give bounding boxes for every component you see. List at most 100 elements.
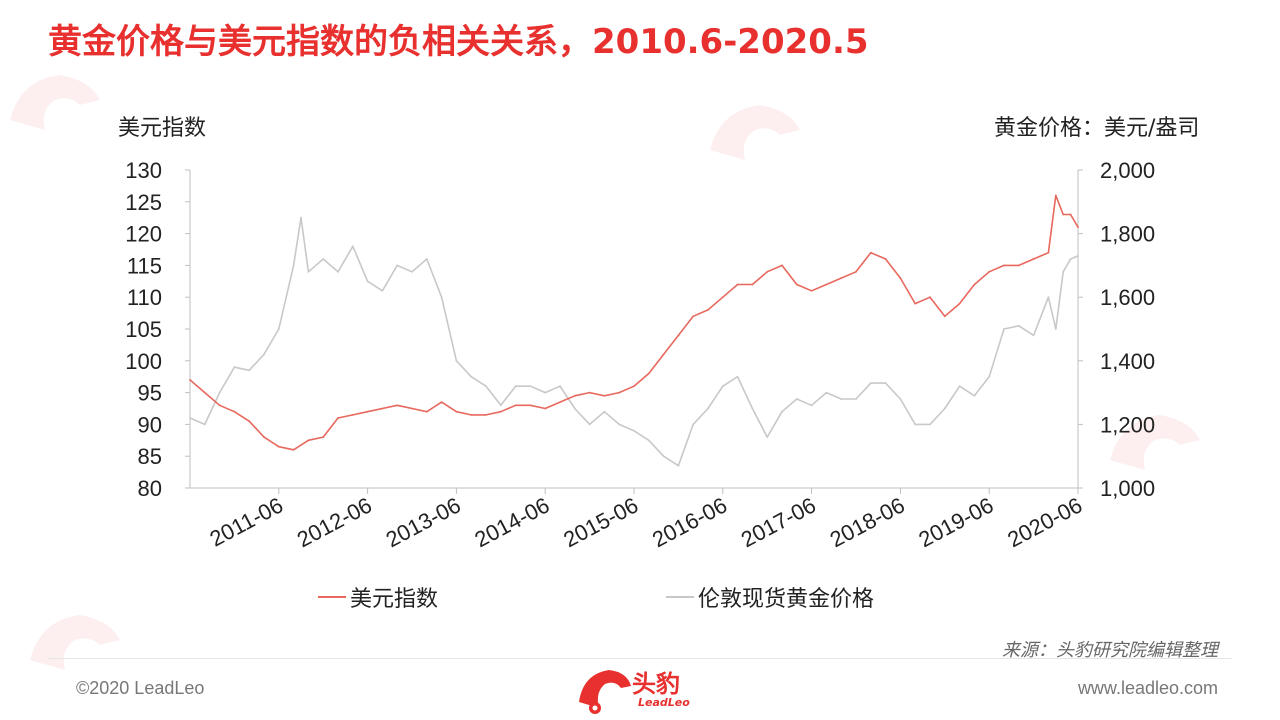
left-tick-label: 100 <box>125 349 162 374</box>
left-tick-label: 105 <box>125 317 162 342</box>
gold-price-point <box>203 423 206 426</box>
gold-price-point <box>277 328 280 330</box>
gold-price-point <box>366 280 369 283</box>
logo-text: 头豹 <box>632 670 680 698</box>
gold-price-point <box>514 385 517 388</box>
usd-index-point <box>988 270 991 273</box>
gold-price-point <box>396 264 399 267</box>
website-link[interactable]: www.leadleo.com <box>1077 678 1218 698</box>
gold-price-point <box>781 410 783 413</box>
gold-price-point <box>603 410 606 413</box>
gold-price-point <box>322 258 325 260</box>
legend-swatch-gold <box>666 596 694 598</box>
x-tick-label: 2015-06 <box>559 492 642 552</box>
gold-price-point <box>1017 324 1020 327</box>
usd-index-point <box>337 417 339 419</box>
usd-index-point <box>322 436 325 438</box>
gold-price-point <box>233 366 236 369</box>
gold-price-point <box>381 289 384 292</box>
logo-subtext: LeadLeo <box>638 696 690 709</box>
usd-index-point <box>810 289 813 292</box>
usd-index-point <box>633 385 635 388</box>
gold-price-point <box>189 417 191 419</box>
gold-price-point <box>736 375 739 378</box>
right-axis-title: 黄金价格：美元/盎司 <box>994 116 1200 141</box>
gold-price-point <box>751 407 754 410</box>
usd-index-point <box>1062 213 1065 216</box>
usd-index-point <box>721 296 724 299</box>
gold-price-point <box>559 385 561 388</box>
gold-price-point <box>633 429 635 432</box>
gold-price-point <box>855 398 857 400</box>
usd-index-point <box>1047 251 1050 254</box>
gold-price-point <box>529 385 532 388</box>
watermark-logo <box>20 600 130 694</box>
gold-price-point <box>248 369 251 372</box>
gold-price-point <box>425 258 428 260</box>
page-title: 黄金价格与美元指数的负相关关系，2010.6-2020.5 <box>48 22 869 62</box>
gold-price-point <box>307 270 310 273</box>
usd-index-point <box>662 353 665 356</box>
legend-item-usd: 美元指数 <box>318 580 438 614</box>
usd-index-point <box>795 283 798 286</box>
gold-price-point <box>840 398 843 400</box>
right-tick-label: 1,400 <box>1100 349 1155 374</box>
usd-index-point <box>736 283 739 286</box>
usd-index-line <box>189 194 1079 451</box>
left-tick-label: 90 <box>138 412 162 437</box>
x-tick-label: 2017-06 <box>737 492 820 552</box>
gold-price-point <box>914 423 917 426</box>
usd-index-point <box>425 410 428 413</box>
gold-price-point <box>810 404 813 407</box>
usd-index-point <box>647 372 650 375</box>
usd-index-point <box>751 283 754 286</box>
left-tick-label: 110 <box>127 285 162 310</box>
gold-price-point <box>292 264 295 267</box>
usd-index-point <box>573 394 576 397</box>
gold-price-point <box>1069 258 1072 260</box>
x-tick-label: 2020-06 <box>1003 492 1086 552</box>
usd-index-point <box>781 264 783 267</box>
usd-index-point <box>884 258 887 260</box>
usd-index-point <box>1017 264 1020 267</box>
usd-index-point <box>973 283 976 286</box>
gold-price-point <box>795 398 798 400</box>
gold-price-point <box>573 407 576 410</box>
usd-index-point <box>529 404 532 407</box>
usd-index-point <box>929 296 931 299</box>
usd-index-point <box>351 414 354 416</box>
left-tick-label: 125 <box>125 190 162 215</box>
gold-price-point <box>943 407 946 410</box>
usd-index-point <box>248 420 251 423</box>
gold-price-point <box>721 385 724 388</box>
chart: 130 125 120 115 110 105 100 95 90 85 80 2,000 1,800 1… <box>125 158 1155 552</box>
gold-price-point <box>677 464 680 467</box>
gold-price-point <box>1077 255 1079 257</box>
usd-index-point <box>544 407 547 410</box>
footer-divider <box>48 658 1232 659</box>
usd-index-point <box>1032 258 1035 260</box>
legend-label-gold: 伦敦现货黄金价格 <box>698 587 875 612</box>
usd-index-point <box>203 391 206 394</box>
x-tick-label: 2016-06 <box>648 492 731 552</box>
x-tick-label: 2013-06 <box>382 492 465 552</box>
usd-index-point <box>485 414 487 416</box>
gold-price-point <box>1003 328 1005 330</box>
gold-price-point <box>884 382 887 384</box>
gold-price-point <box>899 398 902 400</box>
usd-index-point <box>855 270 857 273</box>
gold-price-point <box>662 455 665 458</box>
gold-price-point <box>692 423 695 426</box>
usd-index-point <box>588 391 591 394</box>
usd-index-point <box>233 410 236 413</box>
x-tick-label: 2018-06 <box>826 492 909 552</box>
legend-label-usd: 美元指数 <box>350 587 439 612</box>
gold-price-point <box>470 375 473 378</box>
left-axis-title: 美元指数 <box>118 116 207 141</box>
x-tick-label: 2012-06 <box>293 492 376 552</box>
right-tick-label: 1,200 <box>1100 412 1155 437</box>
usd-index-point <box>470 414 473 416</box>
gold-price-line <box>189 216 1079 467</box>
gold-price-point <box>351 245 354 248</box>
usd-index-point <box>840 277 843 279</box>
